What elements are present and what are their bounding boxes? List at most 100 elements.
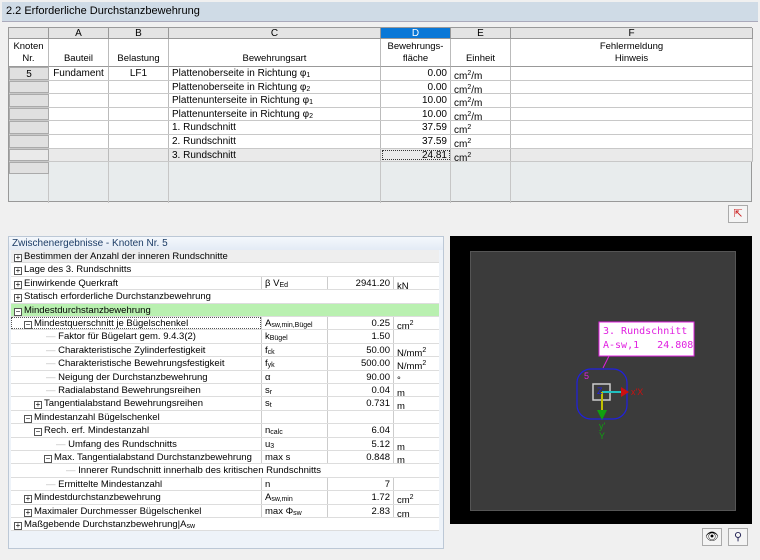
tree-row[interactable]: + Tangentialabstand Bewehrungsreihen st 0… [11, 397, 439, 412]
cell-hinweis[interactable] [511, 80, 753, 94]
show-button[interactable]: 👁 [702, 528, 722, 546]
tree-label[interactable]: — Neigung der Durchstanzbewehrung [11, 371, 261, 383]
tree-label[interactable]: — Faktor für Bügelart gem. 9.4.3(2) [11, 330, 261, 342]
column-header[interactable]: Bauteil [49, 39, 109, 67]
row-knoten[interactable] [9, 135, 49, 148]
cell-einheit[interactable]: cm2/m [451, 107, 511, 123]
cell-einheit[interactable]: cm2/m [451, 94, 511, 109]
tree-row[interactable]: − Mindestquerschnitt je Bügelschenkel Asw… [11, 317, 439, 332]
collapse-icon[interactable]: − [14, 306, 22, 316]
cell-flaeche[interactable]: 10.00 [381, 107, 451, 121]
cell-hinweis[interactable] [511, 107, 753, 121]
tree-label[interactable]: − Mindestquerschnitt je Bügelschenkel [11, 317, 261, 330]
row-header-empty[interactable] [9, 162, 49, 175]
column-header[interactable]: Belastung [109, 39, 169, 67]
column-letter-row[interactable] [9, 28, 49, 39]
tree-label[interactable]: − Rech. erf. Mindestanzahl [11, 424, 261, 437]
tree-row[interactable]: — Ermittelte Mindestanzahl n 7 [11, 477, 439, 492]
results-table[interactable]: Knoten Nr. A Bauteil B Belastung C Bewehrungsa… [8, 27, 753, 203]
row-knoten[interactable] [9, 80, 49, 94]
tree-row[interactable]: + Maximaler Durchmesser Bügelschenkel max… [11, 504, 439, 520]
column-header[interactable]: Knoten Nr. [9, 39, 49, 67]
collapse-icon[interactable]: − [34, 427, 42, 437]
column-header[interactable]: Fehlermeldung Hinweis [511, 39, 753, 67]
tree-label[interactable]: + Statisch erforderliche Durchstanzbewehr… [11, 290, 261, 303]
graphic-canvas[interactable]: 3. Rundschnitt A-sw,1 24.808 5 Z x'X y' … [470, 251, 736, 511]
cell-bewehrungsart[interactable]: Plattenoberseite in Richtung φ2 [169, 80, 381, 94]
cell-hinweis[interactable] [511, 121, 753, 134]
column-letter-B[interactable]: B [109, 28, 169, 39]
tree-label[interactable]: — Charakteristische Bewehrungsfestigkeit [11, 357, 261, 369]
tree-label[interactable]: + Bestimmen der Anzahl der inneren Rundsc… [11, 250, 261, 262]
column-letter-D[interactable]: D [381, 28, 451, 39]
cell-einheit[interactable]: cm2/m [451, 80, 511, 96]
tree-label[interactable]: + Tangentialabstand Bewehrungsreihen [11, 397, 261, 410]
cell-hinweis[interactable] [511, 94, 753, 107]
cell-bewehrungsart[interactable]: Plattenunterseite in Richtung φ1 [169, 94, 381, 107]
column-header[interactable]: Einheit [451, 39, 511, 67]
cell-bauteil[interactable] [49, 94, 109, 107]
cell-belastung[interactable] [109, 80, 169, 94]
cell-bauteil[interactable] [49, 80, 109, 94]
cell-belastung[interactable] [109, 107, 169, 121]
table-row[interactable]: Plattenoberseite in Richtung φ2 0.00 cm2… [9, 80, 753, 96]
tree-label[interactable]: — Umfang des Rundschnitts [11, 438, 261, 450]
column-letter-A[interactable]: A [49, 28, 109, 39]
cell-einheit[interactable]: cm2 [451, 121, 511, 136]
tree-row[interactable]: + Einwirkende Querkraft β VEd 2941.20 kN [11, 276, 439, 292]
tree-row[interactable]: — Faktor für Bügelart gem. 9.4.3(2) kBüg… [11, 330, 439, 344]
cell-belastung[interactable] [109, 135, 169, 148]
expand-icon[interactable]: + [14, 521, 22, 530]
expand-icon[interactable]: + [24, 507, 32, 517]
tree-label[interactable]: — Charakteristische Zylinderfestigkeit [11, 344, 261, 356]
cell-flaeche[interactable]: 0.00 [381, 80, 451, 94]
row-knoten[interactable]: 5 [9, 67, 49, 80]
collapse-icon[interactable]: − [44, 454, 52, 463]
tree-label[interactable]: — Radialabstand Bewehrungsreihen [11, 384, 261, 396]
cell-bauteil[interactable] [49, 121, 109, 134]
cell-belastung[interactable] [109, 94, 169, 107]
cell-flaeche[interactable]: 24.81 [381, 148, 451, 162]
expand-icon[interactable]: + [14, 266, 22, 276]
tree-label[interactable]: + Lage des 3. Rundschnitts [11, 263, 261, 276]
cell-hinweis[interactable] [511, 148, 753, 162]
cell-hinweis[interactable] [511, 67, 753, 80]
expand-icon[interactable]: + [14, 253, 22, 262]
tree-label[interactable]: + Mindestdurchstanzbewehrung [11, 491, 261, 504]
cell-bewehrungsart[interactable]: 3. Rundschnitt [169, 148, 381, 162]
row-knoten[interactable] [9, 94, 49, 107]
cell-bauteil[interactable]: Fundament [49, 67, 109, 80]
cell-bauteil[interactable] [49, 135, 109, 148]
tree-row[interactable]: − Rech. erf. Mindestanzahl ncalc 6.04 [11, 424, 439, 438]
expand-icon[interactable]: + [14, 279, 22, 289]
expand-icon[interactable]: + [14, 293, 22, 303]
cell-hinweis[interactable] [511, 135, 753, 148]
tree-label[interactable]: + Einwirkende Querkraft [11, 277, 261, 289]
cell-flaeche[interactable]: 37.59 [381, 121, 451, 134]
cell-bewehrungsart[interactable]: Plattenoberseite in Richtung φ1 [169, 67, 381, 80]
cell-bauteil[interactable] [49, 148, 109, 162]
column-letter-C[interactable]: C [169, 28, 381, 39]
cell-flaeche[interactable]: 0.00 [381, 67, 451, 80]
collapse-icon[interactable]: − [24, 413, 32, 423]
expand-icon[interactable]: + [34, 400, 42, 410]
table-row[interactable]: 1. Rundschnitt 37.59 cm2 [9, 121, 753, 136]
tree-row[interactable]: − Mindestdurchstanzbewehrung [11, 303, 439, 317]
view-options-button[interactable]: ⚲ [728, 528, 748, 546]
tree-row[interactable]: − Mindestanzahl Bügelschenkel [11, 410, 439, 425]
tree-row[interactable]: — Charakteristische Bewehrungsfestigkeit… [11, 357, 439, 372]
cell-flaeche[interactable]: 37.59 [381, 135, 451, 148]
cell-belastung[interactable]: LF1 [109, 67, 169, 80]
cell-bewehrungsart[interactable]: 2. Rundschnitt [169, 135, 381, 148]
expand-icon[interactable]: + [24, 494, 32, 504]
table-row[interactable]: Plattenunterseite in Richtung φ2 10.00 c… [9, 107, 753, 123]
column-letter-F[interactable]: F [511, 28, 753, 39]
table-row[interactable]: 3. Rundschnitt 24.81 cm2 [9, 148, 753, 164]
tree-row[interactable]: + Lage des 3. Rundschnitts [11, 263, 439, 277]
cell-belastung[interactable] [109, 121, 169, 134]
tree-label[interactable]: − Mindestanzahl Bügelschenkel [11, 411, 261, 423]
tree-row[interactable]: + Mindestdurchstanzbewehrung Asw,min 1.72… [11, 491, 439, 506]
tree-row[interactable]: — Radialabstand Bewehrungsreihen sr 0.04… [11, 384, 439, 399]
cell-einheit[interactable]: cm2/m [451, 67, 511, 82]
graphic-view[interactable]: 3. Rundschnitt A-sw,1 24.808 5 Z x'X y' … [450, 236, 752, 524]
